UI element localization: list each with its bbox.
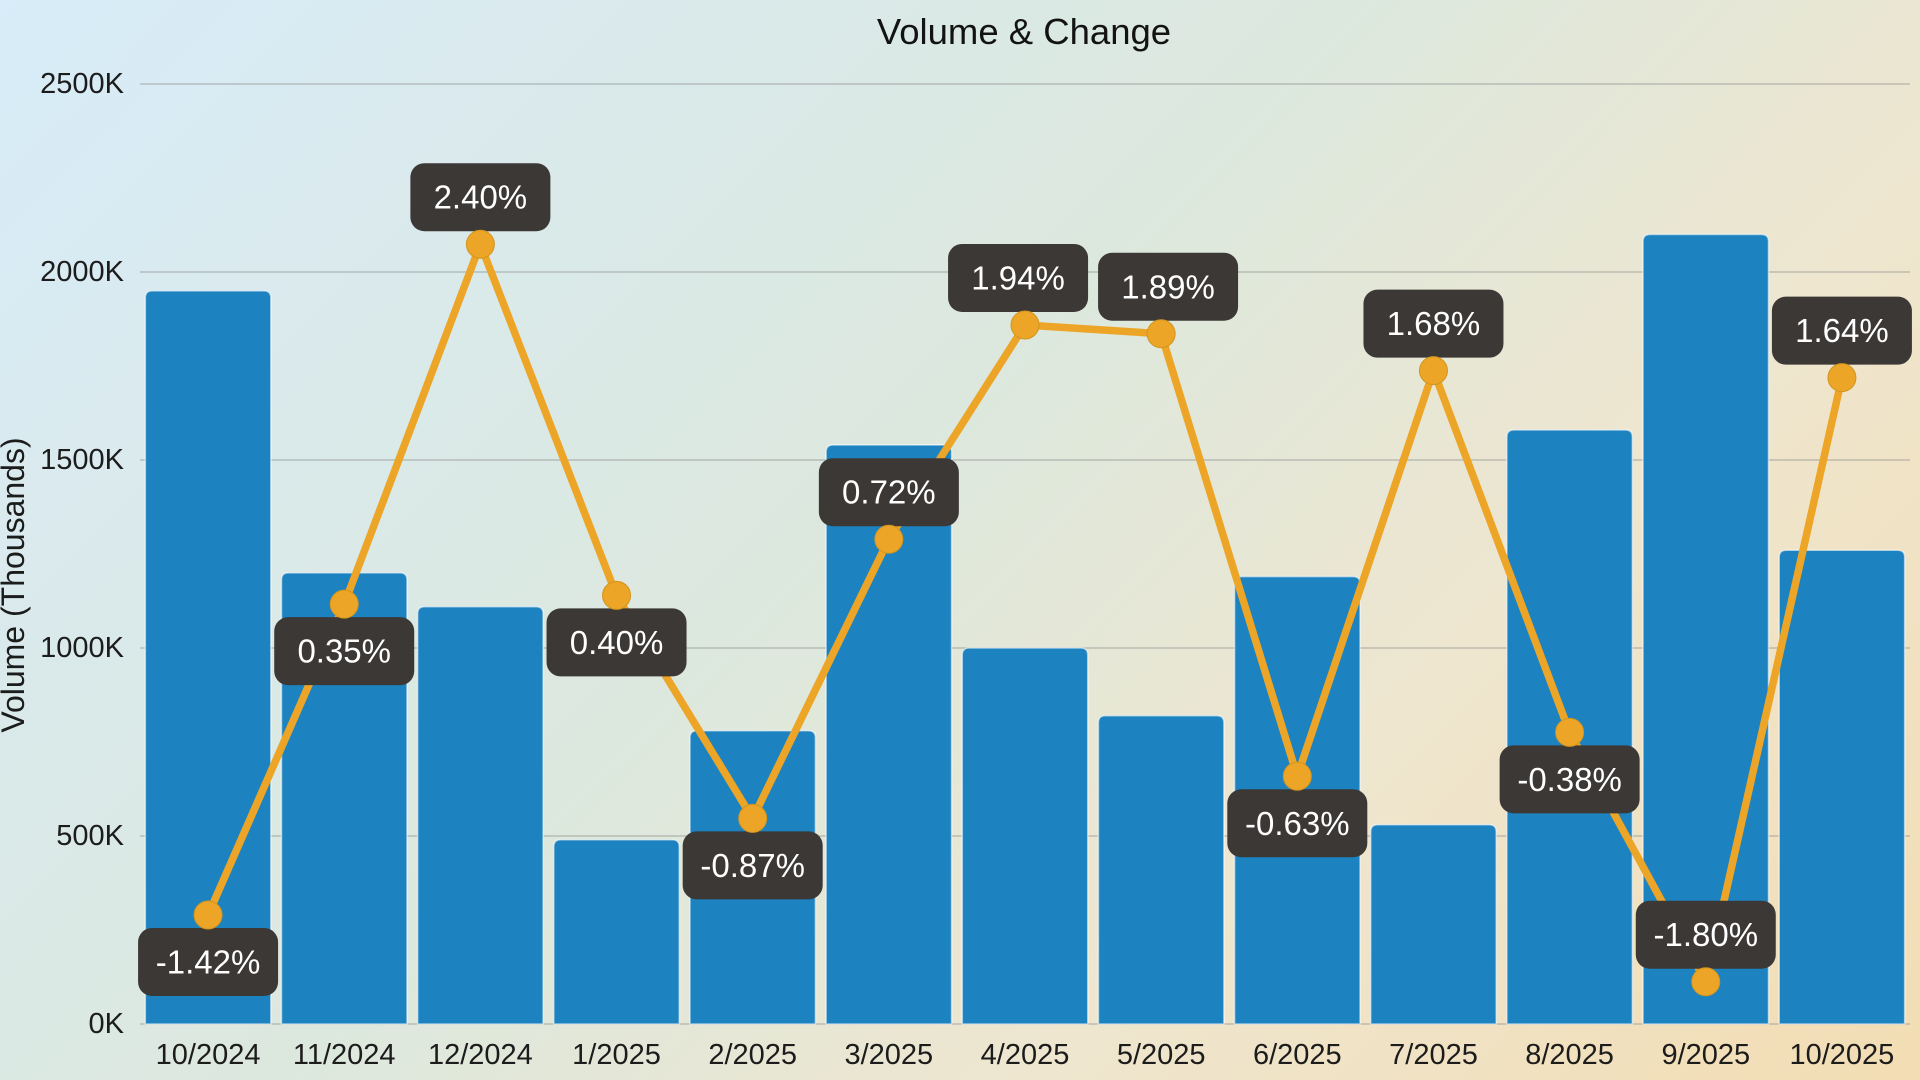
svg-text:-0.63%: -0.63% — [1245, 805, 1350, 842]
svg-text:500K: 500K — [56, 820, 124, 852]
svg-text:11/2024: 11/2024 — [293, 1039, 396, 1071]
svg-text:-1.42%: -1.42% — [156, 943, 261, 980]
svg-text:1.64%: 1.64% — [1795, 312, 1889, 349]
svg-text:10/2024: 10/2024 — [156, 1039, 261, 1071]
svg-text:5/2025: 5/2025 — [1117, 1039, 1206, 1071]
svg-text:2/2025: 2/2025 — [708, 1039, 797, 1071]
svg-text:-0.87%: -0.87% — [700, 847, 805, 884]
svg-text:10/2025: 10/2025 — [1789, 1039, 1894, 1071]
svg-text:1000K: 1000K — [40, 632, 125, 664]
svg-text:0K: 0K — [89, 1008, 125, 1040]
svg-text:0.40%: 0.40% — [570, 624, 664, 661]
svg-text:-0.38%: -0.38% — [1517, 761, 1622, 798]
svg-text:0.72%: 0.72% — [842, 474, 936, 511]
svg-text:2000K: 2000K — [40, 256, 125, 288]
svg-text:1/2025: 1/2025 — [572, 1039, 661, 1071]
svg-text:7/2025: 7/2025 — [1389, 1039, 1478, 1071]
svg-text:4/2025: 4/2025 — [981, 1039, 1070, 1071]
svg-text:Volume (Thousands): Volume (Thousands) — [0, 437, 31, 732]
svg-text:8/2025: 8/2025 — [1525, 1039, 1614, 1071]
svg-text:-1.80%: -1.80% — [1653, 916, 1758, 953]
svg-text:1500K: 1500K — [40, 444, 125, 476]
svg-text:2500K: 2500K — [40, 68, 125, 100]
svg-text:9/2025: 9/2025 — [1661, 1039, 1750, 1071]
svg-text:1.89%: 1.89% — [1121, 268, 1215, 305]
svg-text:12/2024: 12/2024 — [428, 1039, 533, 1071]
svg-text:2.40%: 2.40% — [434, 179, 528, 216]
svg-text:6/2025: 6/2025 — [1253, 1039, 1342, 1071]
svg-text:1.68%: 1.68% — [1387, 305, 1481, 342]
svg-text:0.35%: 0.35% — [297, 633, 391, 670]
svg-text:1.94%: 1.94% — [971, 259, 1065, 296]
svg-text:3/2025: 3/2025 — [844, 1039, 933, 1071]
